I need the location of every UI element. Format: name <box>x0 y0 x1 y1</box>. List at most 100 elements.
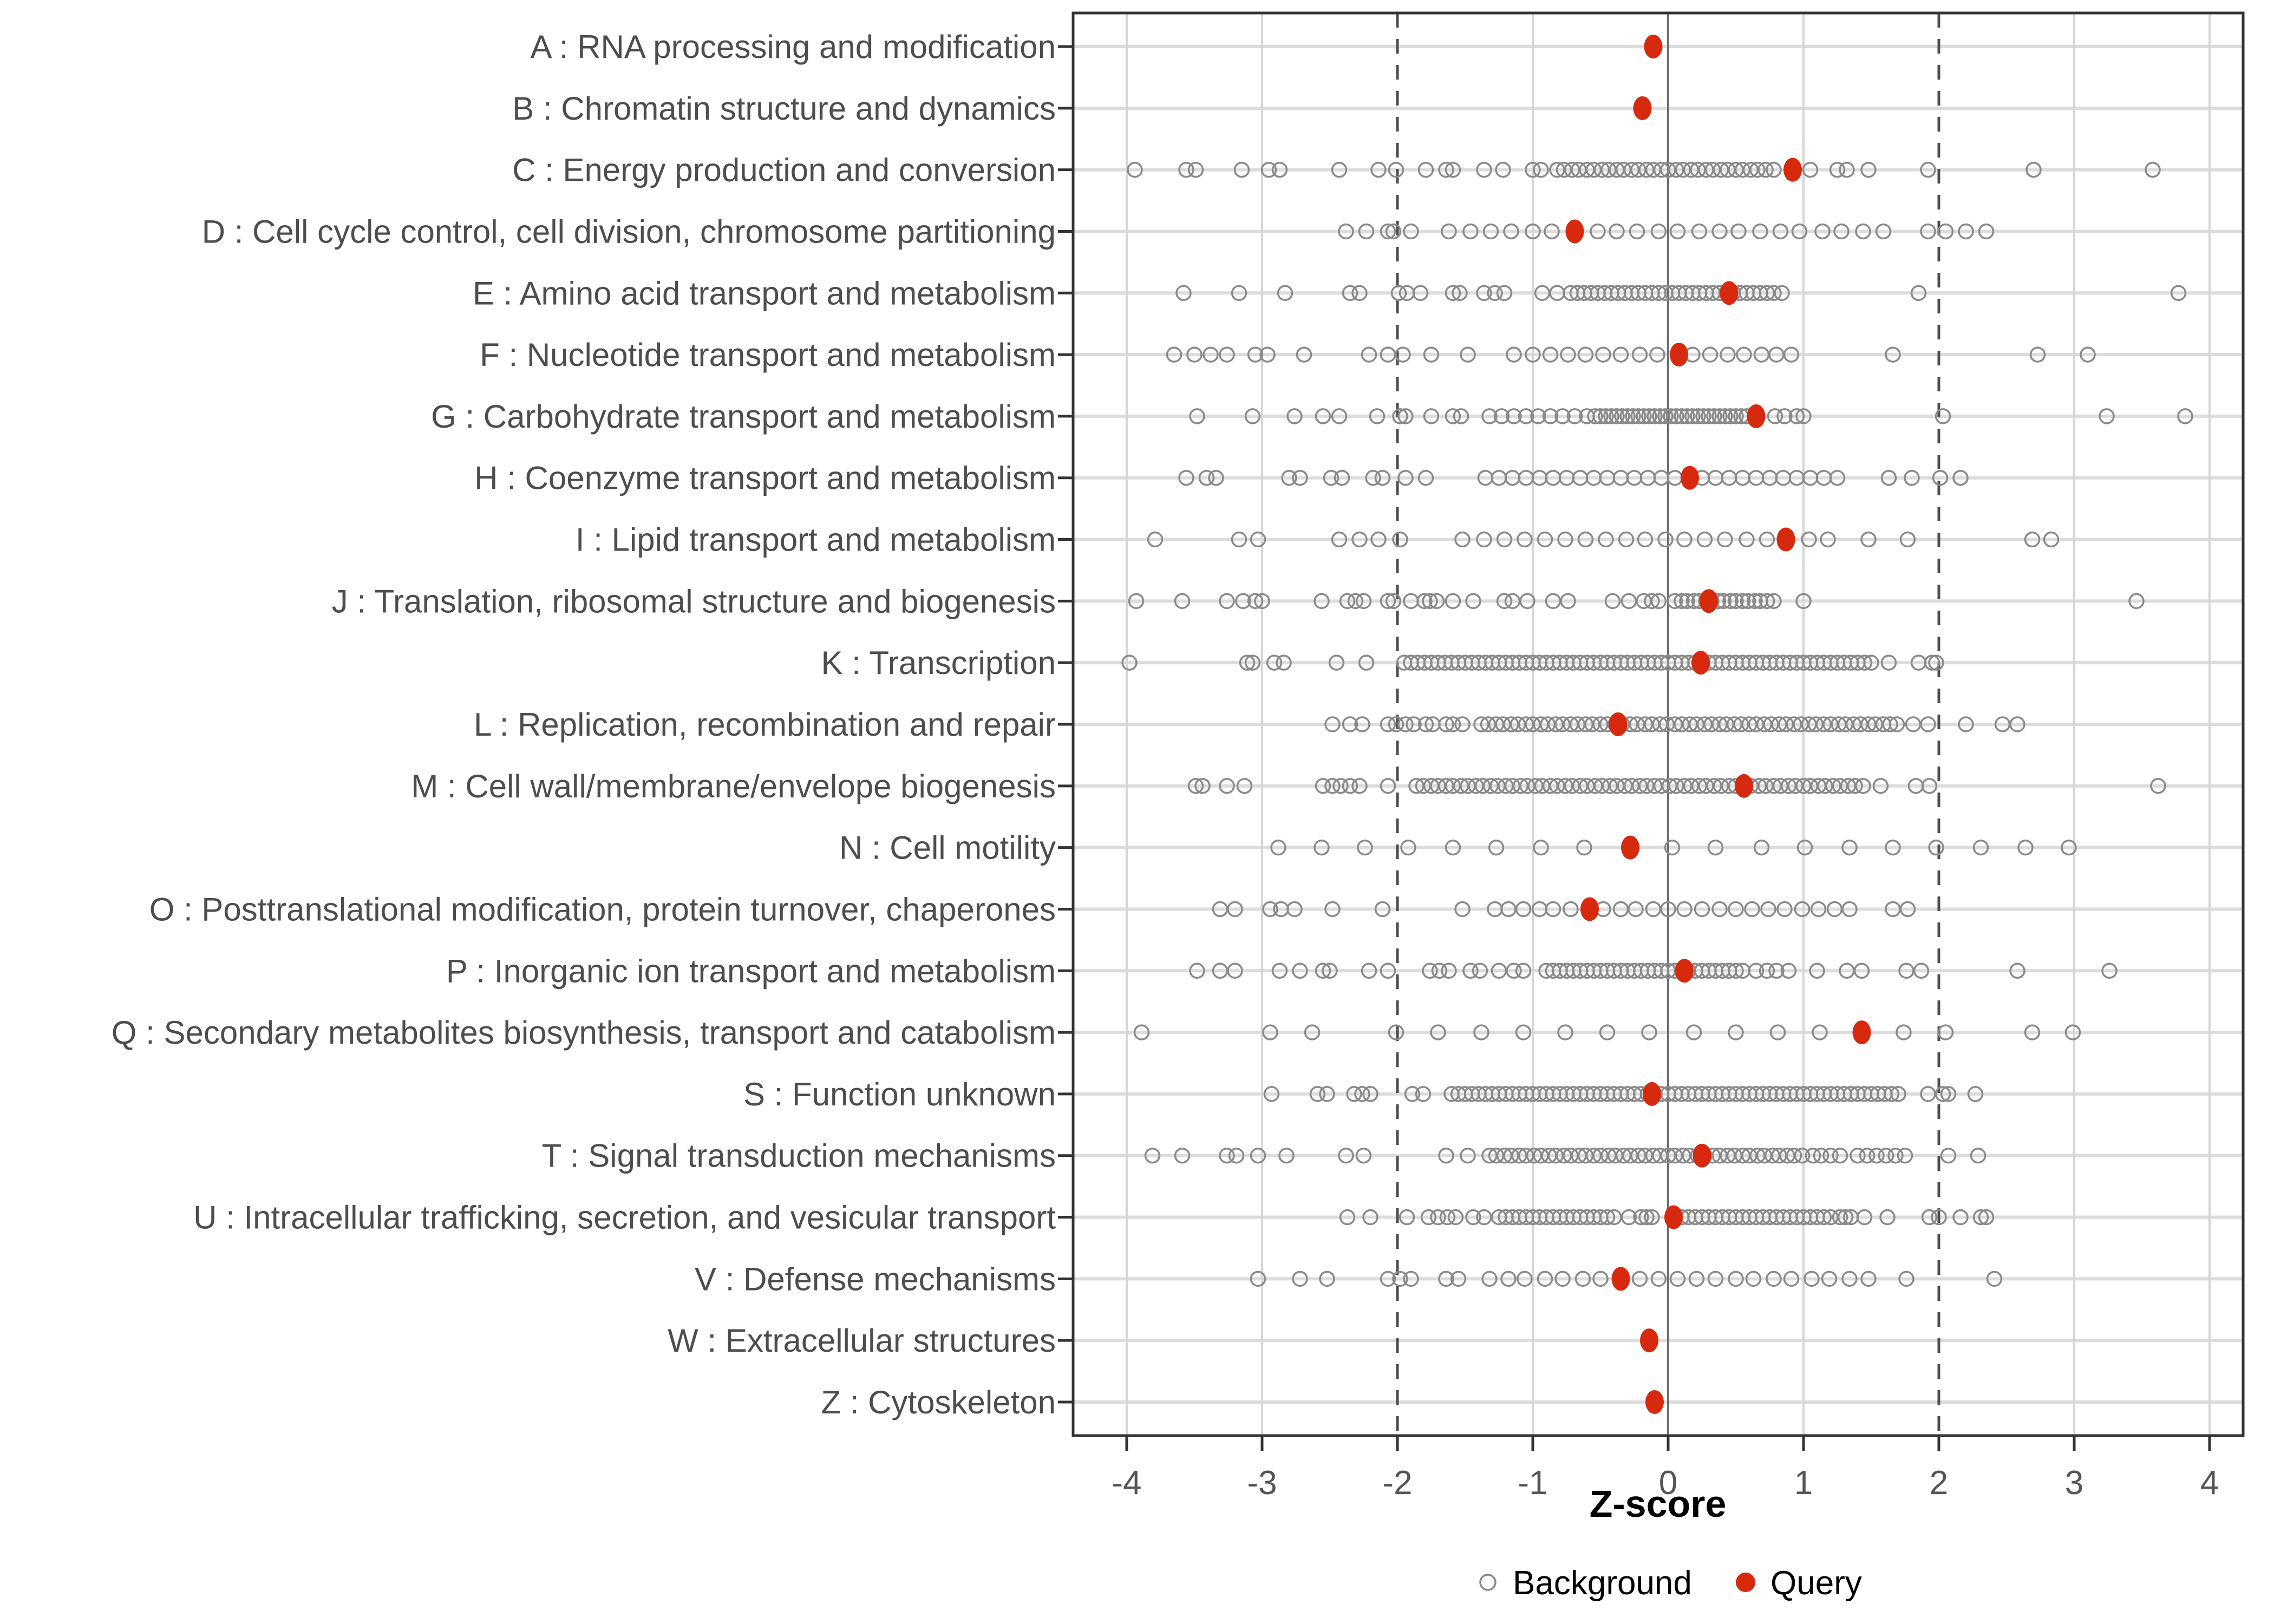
background-point-P <box>1431 962 1448 979</box>
background-point-O <box>1794 901 1811 918</box>
background-point-F <box>1720 346 1736 363</box>
background-point-J <box>1235 593 1251 610</box>
background-point-P <box>1759 962 1775 979</box>
background-point-F <box>1395 346 1411 363</box>
background-point-U <box>1931 1209 1947 1226</box>
background-point-Q <box>1728 1024 1744 1040</box>
background-point-G <box>1244 408 1261 424</box>
background-point-I <box>1370 531 1387 548</box>
background-point-Q <box>1133 1024 1150 1040</box>
background-point-C <box>1860 161 1877 178</box>
background-point-I <box>1676 531 1693 548</box>
background-point-J <box>1728 593 1744 610</box>
background-point-I <box>1231 531 1247 548</box>
background-point-J <box>1219 593 1235 610</box>
background-point-P <box>1748 962 1765 979</box>
category-label-S: S : Function unknown <box>743 1076 1056 1112</box>
background-point-U <box>1420 1209 1437 1226</box>
background-point-I <box>1820 531 1836 548</box>
background-point-N <box>2017 839 2034 856</box>
background-point-O <box>1899 901 1916 918</box>
background-point-I <box>1801 531 1817 548</box>
category-label-J: J : Translation, ribosomal structure and… <box>332 583 1056 619</box>
background-point-V <box>1481 1271 1498 1287</box>
background-point-P <box>1768 962 1785 979</box>
background-point-J <box>1445 593 1461 610</box>
category-label-N: N : Cell motility <box>839 830 1056 866</box>
background-point-I <box>1657 531 1674 548</box>
background-point-T <box>1786 1147 1802 1164</box>
background-point-F <box>1595 346 1611 363</box>
x-axis-title: Z-score <box>1590 1483 1727 1525</box>
background-point-G <box>1646 408 1663 424</box>
x-tick-label-2: 2 <box>1930 1464 1948 1502</box>
background-point-E <box>2170 285 2187 302</box>
background-point-V <box>1821 1271 1838 1287</box>
background-point-V <box>1707 1271 1724 1287</box>
background-point-G <box>1722 408 1739 424</box>
legend-query-label: Query <box>1770 1564 1862 1602</box>
background-point-T <box>1805 1147 1821 1164</box>
background-point-G <box>1423 408 1440 424</box>
category-label-L: L : Replication, recombination and repai… <box>474 706 1056 743</box>
background-point-O <box>1227 901 1243 918</box>
background-point-G <box>1630 408 1646 424</box>
background-point-D <box>1590 223 1606 240</box>
background-point-J <box>1519 593 1535 610</box>
background-point-T <box>1174 1147 1191 1164</box>
category-label-Q: Q : Secondary metabolites biosynthesis, … <box>112 1014 1056 1051</box>
background-point-E <box>1487 285 1503 302</box>
background-point-E <box>1445 285 1461 302</box>
query-point-I <box>1776 527 1795 552</box>
background-point-H <box>1365 469 1381 486</box>
background-point-C <box>1388 161 1404 178</box>
background-point-N <box>1400 839 1416 856</box>
background-point-G <box>1619 408 1636 424</box>
background-point-P <box>1515 962 1532 979</box>
background-point-T <box>1460 1147 1476 1164</box>
background-point-Q <box>1515 1024 1532 1040</box>
background-point-U <box>1447 1209 1464 1226</box>
background-point-I <box>1147 531 1164 548</box>
background-point-M <box>1847 778 1863 794</box>
category-label-C: C : Energy production and conversion <box>512 152 1056 188</box>
background-point-C <box>1749 161 1766 178</box>
background-point-N <box>1841 839 1858 856</box>
background-point-E <box>1774 285 1790 302</box>
background-point-I <box>1496 531 1513 548</box>
background-point-U <box>1439 1209 1456 1226</box>
background-point-C <box>1495 161 1511 178</box>
background-point-N <box>1972 839 1989 856</box>
background-point-Q <box>1641 1024 1657 1040</box>
background-point-F <box>1577 346 1594 363</box>
background-point-V <box>1841 1271 1858 1287</box>
background-point-J <box>1347 593 1364 610</box>
query-point-W <box>1640 1328 1658 1353</box>
background-point-Q <box>1812 1024 1828 1040</box>
data-points <box>1121 35 2193 1414</box>
background-point-M <box>1872 778 1889 794</box>
background-point-O <box>1760 901 1776 918</box>
background-point-J <box>1254 593 1270 610</box>
background-point-U <box>1644 1209 1660 1226</box>
background-point-O <box>1545 901 1561 918</box>
background-point-H <box>1208 469 1224 486</box>
background-point-M <box>1855 778 1871 794</box>
background-point-D <box>1482 223 1499 240</box>
background-point-L <box>1438 716 1454 732</box>
background-point-V <box>1574 1271 1591 1287</box>
background-point-D <box>1462 223 1479 240</box>
background-point-G <box>1453 408 1469 424</box>
background-point-U <box>1921 1209 1938 1226</box>
background-point-V <box>1319 1271 1335 1287</box>
background-point-N <box>1753 839 1770 856</box>
background-point-K <box>1928 654 1944 671</box>
background-point-T <box>1355 1147 1372 1164</box>
background-point-L <box>1354 716 1370 732</box>
background-point-Q <box>2064 1024 2081 1040</box>
background-point-T <box>1144 1147 1161 1164</box>
background-point-D <box>1855 223 1871 240</box>
background-point-K <box>1358 654 1375 671</box>
background-point-F <box>1506 346 1522 363</box>
background-point-U <box>1856 1209 1873 1226</box>
